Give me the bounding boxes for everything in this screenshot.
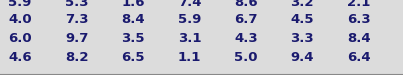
Text: 4.3: 4.3	[234, 32, 258, 45]
Text: 6.3: 6.3	[347, 13, 370, 26]
Text: 6.5: 6.5	[121, 51, 145, 64]
Text: 6.4: 6.4	[347, 51, 370, 64]
Text: 4.5: 4.5	[291, 13, 314, 26]
Text: 6.7: 6.7	[234, 13, 258, 26]
Text: 8.4: 8.4	[347, 32, 370, 45]
Text: 5.3: 5.3	[65, 0, 88, 9]
Text: 3.2: 3.2	[291, 0, 314, 9]
Text: 5.0: 5.0	[234, 51, 258, 64]
Text: 3.3: 3.3	[291, 32, 314, 45]
Text: 5.9: 5.9	[178, 13, 201, 26]
Text: 7.4: 7.4	[178, 0, 201, 9]
Text: 4.6: 4.6	[8, 51, 32, 64]
Text: 9.4: 9.4	[291, 51, 314, 64]
Text: 7.3: 7.3	[65, 13, 88, 26]
Text: 1.1: 1.1	[178, 51, 201, 64]
Text: 8.6: 8.6	[234, 0, 258, 9]
Text: 3.5: 3.5	[121, 32, 145, 45]
Text: 4.0: 4.0	[8, 13, 32, 26]
Text: 8.2: 8.2	[65, 51, 88, 64]
Text: 6.0: 6.0	[8, 32, 32, 45]
Text: 1.6: 1.6	[121, 0, 145, 9]
Text: 8.4: 8.4	[121, 13, 145, 26]
Text: 5.9: 5.9	[8, 0, 32, 9]
Text: 3.1: 3.1	[178, 32, 201, 45]
Text: 9.7: 9.7	[65, 32, 88, 45]
Text: 2.1: 2.1	[347, 0, 370, 9]
